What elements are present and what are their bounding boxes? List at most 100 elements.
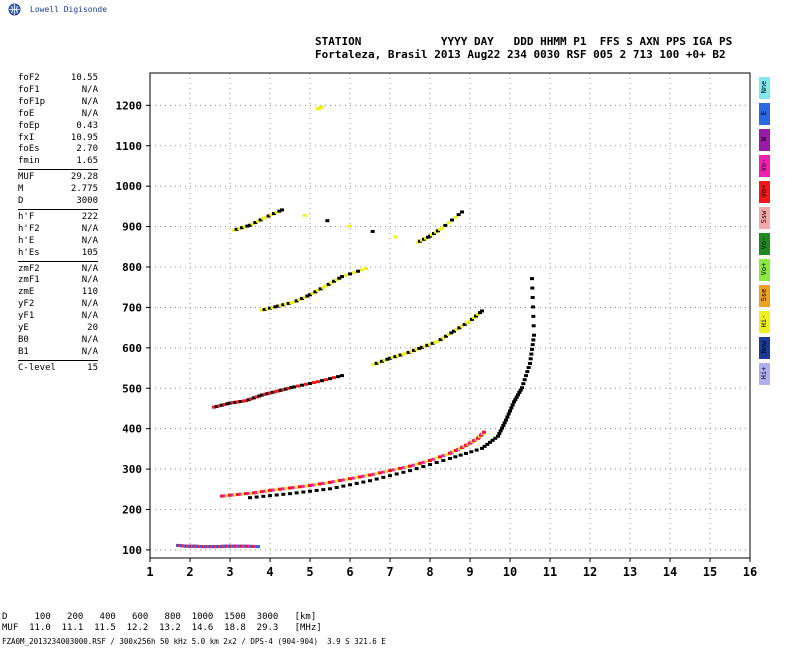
echo-point [258, 218, 263, 222]
echo-point [288, 492, 292, 496]
parameter-row: B1 N/A [18, 347, 98, 358]
echo-point [488, 440, 492, 444]
parameter-row: fxI 10.95 [18, 133, 98, 144]
echo-point [406, 350, 411, 354]
echo-point [457, 326, 462, 330]
echo-point [276, 389, 280, 393]
legend-swatch: W [759, 129, 770, 151]
parameter-row: h'E N/A [18, 236, 98, 247]
echo-point [446, 333, 451, 337]
echo-point [485, 442, 490, 446]
echo-point [381, 475, 386, 479]
echo-point [308, 489, 312, 493]
y-tick-label: 1100 [116, 140, 143, 153]
parameter-separator [18, 359, 98, 361]
echo-point [302, 213, 307, 217]
echo-point [277, 209, 282, 213]
echo-point [253, 221, 258, 225]
echo-point [368, 479, 372, 483]
echo-point [273, 305, 278, 309]
echo-point [237, 227, 242, 231]
echo-point [286, 301, 291, 305]
echo-point [344, 477, 349, 481]
x-tick-label: 5 [306, 565, 313, 579]
echo-point [332, 279, 336, 283]
echo-point [516, 393, 520, 397]
x-tick-label: 12 [583, 565, 597, 579]
globe-icon [8, 3, 21, 16]
echo-point [244, 399, 248, 403]
y-tick-label: 300 [122, 463, 142, 476]
echo-point [260, 308, 264, 312]
x-tick-label: 15 [703, 565, 717, 579]
parameter-row: foEs 2.70 [18, 144, 98, 155]
footer-muf: MUF 11.0 11.1 11.5 12.2 13.2 14.6 18.8 2… [2, 623, 322, 633]
echo-point [408, 469, 412, 473]
parameter-row: fmin 1.65 [18, 156, 98, 167]
echo-point [341, 478, 346, 482]
parameter-name: M [18, 184, 24, 195]
echo-point [289, 301, 294, 305]
echo-point [476, 312, 480, 316]
legend-swatch: Nnw [759, 337, 770, 359]
echo-point [261, 217, 266, 221]
echo-point [220, 494, 224, 498]
echo-point [301, 490, 306, 494]
parameter-name: zmE [18, 287, 35, 298]
echo-point [498, 429, 503, 433]
echo-point [502, 421, 507, 425]
echo-point [254, 495, 259, 499]
echo-point [328, 487, 332, 491]
echo-point [414, 462, 419, 466]
echo-point [478, 311, 482, 315]
echo-point [281, 388, 286, 392]
echo-point [449, 331, 454, 335]
trace-f1x [248, 277, 536, 500]
echo-point [336, 375, 340, 379]
parameter-value: 105 [81, 247, 98, 258]
echo-point [436, 339, 440, 343]
echo-point [316, 288, 320, 292]
echo-point [246, 491, 251, 495]
echo-point [225, 402, 230, 406]
echo-point [441, 454, 446, 458]
echo-point [444, 452, 449, 456]
echo-point [270, 390, 275, 394]
echo-point [214, 404, 219, 408]
parameter-name: D [18, 196, 24, 206]
header-values: Fortaleza, Brasil 2013 Aug22 234 0030 RS… [315, 48, 726, 61]
echo-point [269, 213, 274, 217]
parameter-name: h'Es [18, 247, 40, 258]
echo-point [230, 401, 235, 405]
echo-point [532, 333, 536, 337]
parameter-value: N/A [81, 84, 98, 95]
echo-point [338, 479, 342, 483]
echo-point [408, 464, 412, 468]
parameter-row: zmF1 N/A [18, 275, 98, 286]
echo-point [401, 352, 406, 356]
parameter-value: N/A [81, 275, 98, 286]
parameter-name: foE [18, 108, 35, 119]
parameter-value: N/A [81, 311, 98, 322]
echo-point [260, 490, 264, 494]
echo-point [265, 392, 270, 396]
echo-point [266, 214, 271, 218]
parameter-name: foF1p [18, 96, 46, 107]
echo-point [518, 388, 523, 392]
echo-point [530, 286, 535, 290]
echo-point [530, 277, 534, 281]
echo-point [396, 354, 400, 358]
trace-f1 [220, 430, 486, 498]
chart-grid [150, 73, 750, 558]
parameter-row: h'F 222 [18, 212, 98, 223]
echo-point [249, 491, 254, 495]
echo-point [268, 488, 272, 492]
echo-point [300, 296, 304, 300]
echo-point [453, 455, 458, 459]
echo-point [421, 460, 426, 464]
echo-point [510, 403, 515, 407]
echo-point [388, 356, 392, 360]
echo-point [332, 376, 336, 380]
echo-point [248, 496, 252, 500]
parameter-value: N/A [81, 96, 98, 107]
